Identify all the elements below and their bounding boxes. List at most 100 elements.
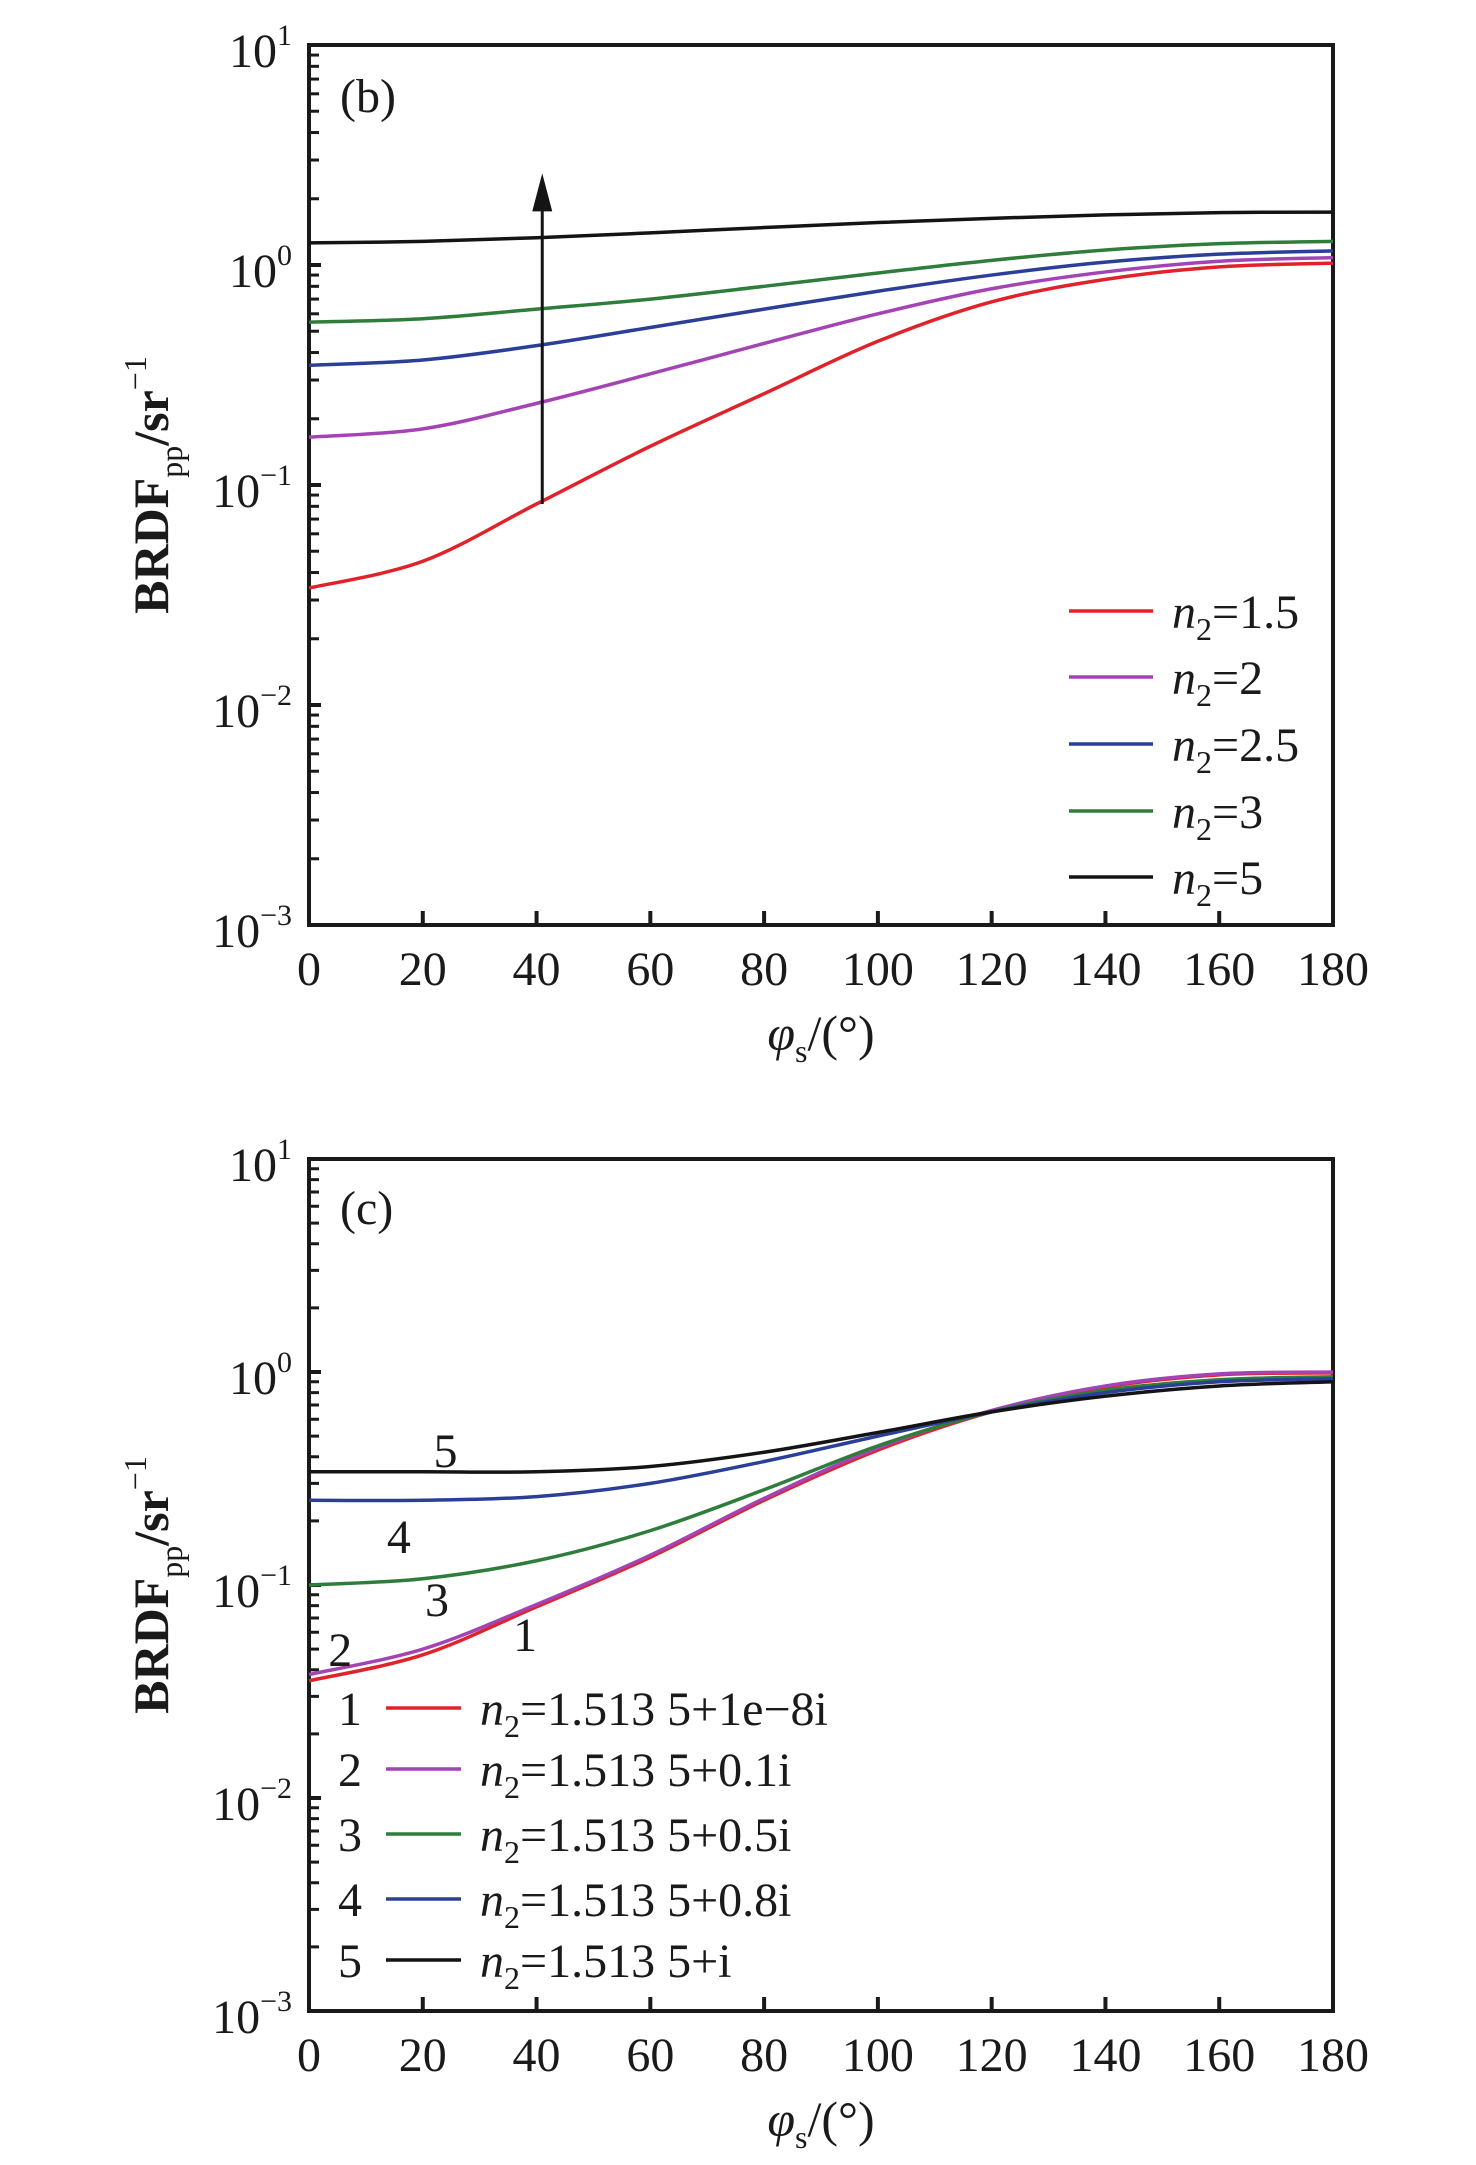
legend-entry: n2=1.5 (1069, 586, 1299, 647)
legend-entry: 5 n2=1.513 5+i (338, 1935, 731, 1996)
y-axis-subscript: pp (153, 1546, 189, 1578)
y-axis-unit: /sr (123, 390, 179, 447)
legend-variable: n (480, 1874, 504, 1927)
plot-frame (307, 1157, 1335, 2013)
legend-variable: n (1172, 786, 1196, 839)
x-tick-label: 160 (1183, 943, 1255, 996)
x-tick-label: 100 (842, 943, 914, 996)
x-axis-unit: /(°) (807, 1005, 874, 1061)
legend-subscript: 2 (1196, 611, 1212, 647)
series-line-1 (308, 261, 1334, 590)
legend-variable: n (1172, 719, 1196, 772)
x-tick-label: 80 (740, 943, 788, 996)
x-tick-label: 40 (513, 2029, 561, 2082)
legend-number: 5 (338, 1935, 362, 1988)
series-line-3 (308, 1374, 1334, 1587)
legend-number: 4 (338, 1874, 362, 1927)
series-line-2 (308, 255, 1334, 439)
series-line-4 (308, 1376, 1334, 1503)
y-tick-base: 10 (229, 245, 277, 298)
series-line-2 (308, 1370, 1334, 1677)
y-tick-exponent: 1 (277, 19, 292, 52)
y-tick-label: 101 (229, 19, 292, 78)
legend-subscript: 2 (504, 1834, 520, 1870)
legend-number: 1 (338, 1683, 362, 1736)
legend-entry: 1 n2=1.513 5+1e−8i (338, 1683, 828, 1744)
x-tick-label: 80 (740, 2029, 788, 2082)
y-tick-label: 101 (229, 1133, 292, 1192)
legend-label: n2=2 (1172, 652, 1263, 713)
x-axis-title: φs/(°) (767, 2091, 874, 2155)
x-tick-label: 140 (1069, 2029, 1141, 2082)
x-axis-subscript: s (795, 1033, 807, 1069)
x-tick-label: 180 (1297, 2029, 1369, 2082)
legend-value: =2.5 (1212, 719, 1299, 772)
legend-label: n2=1.513 5+0.5i (480, 1809, 791, 1870)
y-tick-exponent: −2 (260, 679, 292, 712)
legend-label: n2=5 (1172, 852, 1263, 913)
x-axis-subscript: s (795, 2119, 807, 2155)
legend-variable: n (480, 1744, 504, 1797)
series-line-5 (308, 210, 1334, 245)
legend-value: =3 (1212, 786, 1263, 839)
legend-label: n2=1.513 5+1e−8i (480, 1683, 828, 1744)
y-axis-superscript: −1 (117, 1456, 153, 1490)
panel-label: (c) (340, 1182, 393, 1235)
legend-variable: n (480, 1935, 504, 1988)
y-tick-exponent: −3 (260, 899, 292, 932)
legend-variable: n (480, 1809, 504, 1862)
legend-value: =1.5 (1212, 586, 1299, 639)
legend-entry: 4 n2=1.513 5+0.8i (338, 1874, 791, 1935)
legend-value: =1.513 5+0.5i (520, 1809, 791, 1862)
trend-arrow-head (532, 173, 553, 212)
x-tick-label: 100 (842, 2029, 914, 2082)
y-tick-label: 10−2 (212, 679, 292, 738)
y-tick-base: 10 (212, 1778, 260, 1831)
legend-number: 3 (338, 1809, 362, 1862)
y-tick-label: 10−3 (212, 1985, 292, 2044)
curve-number-label: 4 (387, 1511, 411, 1564)
legend-subscript: 2 (1196, 677, 1212, 713)
x-tick-label: 20 (399, 2029, 447, 2082)
legend-label: n2=1.513 5+0.8i (480, 1874, 791, 1935)
legend-entry: n2=2.5 (1069, 719, 1299, 780)
legend-subscript: 2 (504, 1708, 520, 1744)
y-tick-base: 10 (229, 25, 277, 78)
legend-number: 2 (338, 1744, 362, 1797)
x-axis-title: φs/(°) (767, 1005, 874, 1069)
legend-variable: n (480, 1683, 504, 1736)
x-axis-unit: /(°) (807, 2091, 874, 2147)
x-tick-label: 60 (626, 943, 674, 996)
legend-value: =5 (1212, 852, 1263, 905)
y-tick-base: 10 (212, 1565, 260, 1618)
y-tick-label: 100 (229, 1346, 292, 1405)
series-line-3 (308, 249, 1334, 368)
legend-entry: n2=3 (1069, 786, 1263, 847)
legend-variable: n (1172, 852, 1196, 905)
curve-number-label: 3 (425, 1574, 449, 1627)
y-tick-label: 10−3 (212, 899, 292, 958)
legend-label: n2=3 (1172, 786, 1263, 847)
y-axis-unit: /sr (123, 1490, 179, 1547)
series-line-4 (308, 239, 1334, 324)
legend-subscript: 2 (504, 1899, 520, 1935)
y-tick-exponent: 0 (277, 239, 292, 272)
x-tick-label: 20 (399, 943, 447, 996)
y-tick-base: 10 (212, 905, 260, 958)
x-tick-label: 120 (956, 2029, 1028, 2082)
y-tick-exponent: −2 (260, 1772, 292, 1805)
y-axis-superscript: −1 (117, 356, 153, 390)
legend-value: =1.513 5+0.8i (520, 1874, 791, 1927)
panel-label: (b) (340, 70, 396, 123)
y-tick-base: 10 (212, 465, 260, 518)
y-tick-exponent: −1 (260, 1559, 292, 1592)
legend-variable: n (1172, 652, 1196, 705)
legend-subscript: 2 (504, 1769, 520, 1805)
x-axis-symbol: φ (767, 1005, 795, 1061)
y-tick-exponent: 1 (277, 1133, 292, 1166)
x-tick-label: 140 (1069, 943, 1141, 996)
y-tick-base: 10 (229, 1352, 277, 1405)
y-tick-exponent: −1 (260, 459, 292, 492)
